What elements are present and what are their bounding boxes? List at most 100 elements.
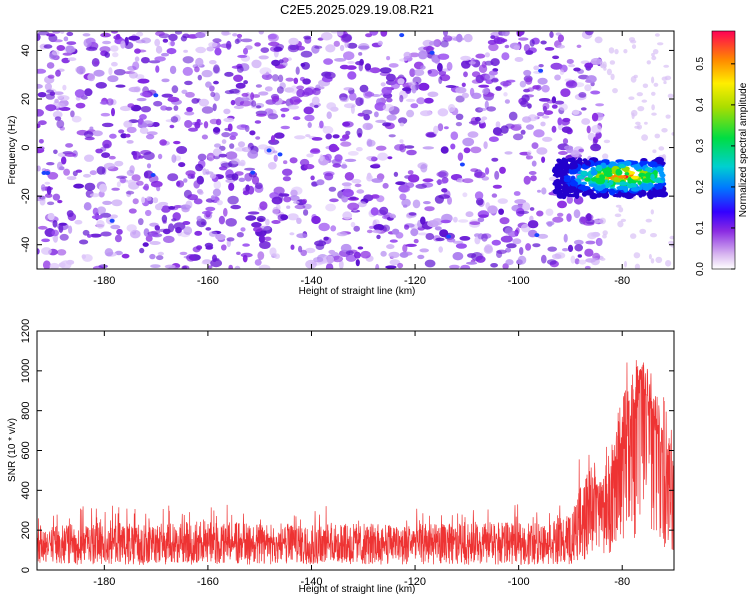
heatmap-cell: [531, 160, 537, 167]
heatmap-cell: [195, 46, 207, 54]
heatmap-cell: [603, 67, 607, 71]
heatmap-signal-cell: [631, 164, 640, 168]
heatmap-cell: [83, 38, 92, 48]
heatmap-cell: [483, 141, 488, 150]
heatmap-cell: [186, 253, 196, 262]
heatmap-cell: [252, 94, 261, 98]
heatmap-cell: [45, 104, 57, 112]
heatmap-cell: [264, 236, 272, 241]
heatmap-cell: [210, 195, 215, 201]
heatmap-cell: [380, 82, 386, 87]
heatmap-cell: [460, 55, 471, 61]
heatmap-cell: [289, 157, 298, 164]
heatmap-cell: [436, 179, 448, 184]
heatmap-cell: [303, 163, 315, 170]
heatmap-cell: [350, 221, 356, 228]
heatmap-y-tick-label: 40: [20, 44, 32, 56]
heatmap-cell: [463, 147, 471, 154]
heatmap-cell: [194, 230, 203, 236]
heatmap-cell: [239, 159, 246, 167]
heatmap-cell: [388, 251, 400, 259]
heatmap-cell: [235, 82, 246, 89]
heatmap-signal-cell: [569, 162, 579, 170]
heatmap-cell: [81, 254, 87, 259]
heatmap-cell: [150, 173, 156, 177]
heatmap-cell: [59, 166, 65, 171]
heatmap-cell: [57, 199, 63, 204]
heatmap-cell: [273, 154, 278, 162]
heatmap-cell: [208, 42, 218, 48]
heatmap-cell: [347, 151, 359, 156]
heatmap-cell: [49, 91, 56, 96]
heatmap-cell: [52, 39, 63, 43]
snr-series: [37, 360, 674, 565]
heatmap-cell: [508, 111, 518, 121]
heatmap-cell: [106, 98, 114, 106]
heatmap-cell: [449, 264, 460, 269]
heatmap-cell: [280, 125, 290, 130]
heatmap-cell: [236, 251, 241, 255]
heatmap-cell: [397, 262, 404, 269]
heatmap-cell: [104, 51, 110, 58]
heatmap-cell: [386, 97, 393, 103]
heatmap-cell: [157, 153, 163, 160]
heatmap-cell: [56, 249, 67, 256]
heatmap-cell: [420, 216, 426, 225]
heatmap-cell: [580, 216, 588, 223]
heatmap-cell: [102, 40, 112, 45]
heatmap-cell: [525, 124, 535, 130]
heatmap-signal-cell: [563, 175, 571, 179]
heatmap-cell: [221, 132, 231, 138]
heatmap-cell: [194, 121, 201, 129]
heatmap-cell: [100, 100, 108, 105]
heatmap-cell: [344, 158, 357, 162]
heatmap-cell: [109, 218, 115, 223]
heatmap-cell: [529, 215, 534, 222]
heatmap-cell: [550, 62, 563, 70]
heatmap-cell: [100, 32, 111, 38]
heatmap-cell: [516, 31, 523, 37]
heatmap-cell: [226, 237, 235, 242]
heatmap-cell: [620, 218, 627, 222]
heatmap-y-tick-label: 20: [20, 93, 32, 105]
heatmap-cell: [399, 94, 404, 103]
heatmap-cell: [225, 151, 238, 160]
heatmap-cell: [401, 198, 411, 207]
heatmap-cell: [127, 179, 136, 186]
heatmap-cell: [495, 121, 501, 128]
heatmap-cell: [296, 85, 305, 90]
heatmap-cell: [602, 234, 607, 239]
heatmap-cell: [127, 103, 135, 108]
heatmap-cell: [167, 96, 180, 103]
heatmap-cell: [132, 198, 139, 205]
heatmap-cell: [155, 65, 160, 73]
heatmap-cell: [661, 76, 668, 81]
heatmap-cell: [207, 265, 213, 269]
heatmap-cell: [171, 85, 179, 94]
heatmap-cell: [405, 243, 417, 247]
heatmap-cell: [145, 209, 152, 217]
heatmap-cell: [529, 207, 535, 211]
heatmap-cell: [520, 100, 529, 108]
heatmap-cell: [644, 121, 648, 125]
heatmap-cell: [236, 65, 244, 73]
heatmap-cell: [323, 58, 333, 65]
heatmap-cell: [157, 251, 164, 256]
heatmap-cell: [399, 33, 405, 38]
heatmap-cell: [437, 123, 444, 132]
heatmap-cell: [45, 171, 51, 175]
heatmap-cell: [484, 52, 490, 58]
heatmap-cell: [577, 254, 582, 258]
heatmap-cell: [584, 265, 591, 269]
heatmap-cell: [212, 103, 217, 112]
heatmap-cell: [229, 131, 238, 137]
heatmap-cell: [397, 78, 405, 85]
heatmap-cell: [447, 196, 452, 205]
heatmap-cell: [171, 218, 177, 222]
heatmap-cell: [282, 176, 291, 182]
heatmap-cell: [495, 86, 502, 91]
heatmap-cell: [286, 205, 291, 209]
heatmap-cell: [142, 185, 149, 190]
heatmap-cell: [247, 211, 260, 215]
heatmap-signal-cell: [613, 176, 620, 183]
